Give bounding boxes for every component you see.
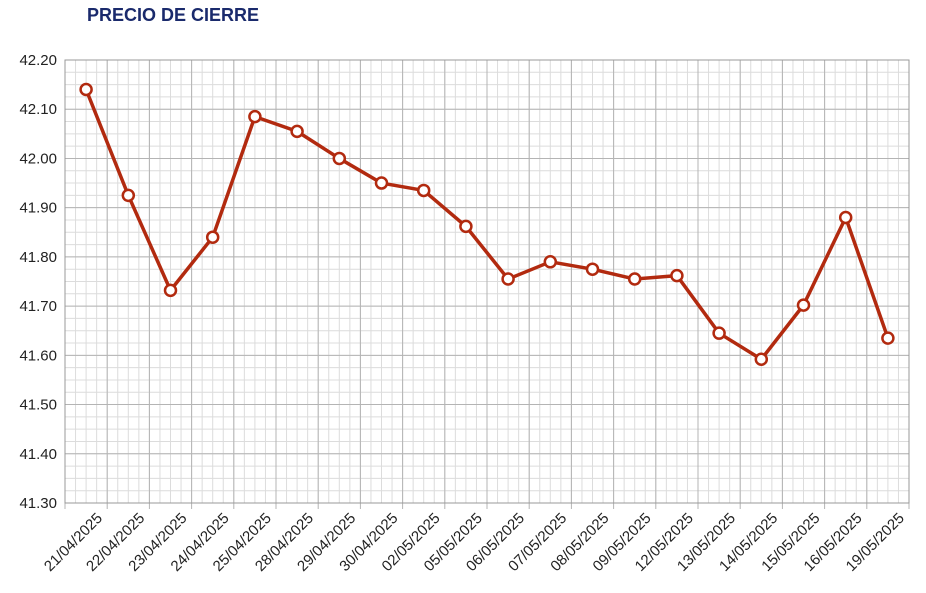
y-tick-label: 41.50 bbox=[19, 397, 57, 414]
data-point bbox=[205, 230, 220, 244]
y-tick-label: 42.20 bbox=[19, 52, 57, 69]
data-point bbox=[79, 82, 93, 97]
data-point bbox=[585, 262, 600, 276]
data-point bbox=[459, 219, 473, 234]
y-tick-label: 41.60 bbox=[19, 347, 57, 364]
data-point bbox=[121, 188, 136, 203]
chart-title: PRECIO DE CIERRE bbox=[87, 5, 260, 25]
series-points bbox=[79, 82, 895, 367]
series-line bbox=[84, 88, 890, 362]
data-point bbox=[332, 151, 347, 166]
data-point bbox=[627, 272, 642, 286]
data-point bbox=[838, 210, 853, 225]
y-tick-label: 41.70 bbox=[19, 298, 57, 315]
data-point bbox=[796, 298, 811, 312]
y-tick-label: 41.40 bbox=[19, 446, 57, 463]
data-point bbox=[501, 272, 515, 286]
data-point bbox=[670, 268, 684, 283]
data-point bbox=[754, 352, 769, 367]
data-point bbox=[374, 176, 389, 190]
data-point bbox=[290, 124, 304, 139]
series-polyline bbox=[84, 88, 890, 362]
y-tick-label: 41.80 bbox=[19, 249, 57, 266]
data-point bbox=[543, 255, 558, 269]
y-axis-ticks: 41.30 41.40 41.50 41.60 41.70 41.80 41.90 42.00… bbox=[19, 52, 57, 512]
y-tick-label: 42.10 bbox=[19, 101, 57, 118]
x-axis-ticks: 21/04/202522/04/202523/04/202524/04/2025… bbox=[41, 510, 908, 575]
y-tick-label: 42.00 bbox=[19, 150, 57, 167]
data-point bbox=[248, 109, 262, 124]
data-point bbox=[881, 331, 895, 345]
data-point bbox=[416, 183, 431, 198]
y-tick-label: 41.90 bbox=[19, 200, 57, 217]
grid-lines bbox=[64, 59, 910, 509]
data-point bbox=[163, 283, 178, 298]
data-point bbox=[712, 326, 726, 340]
plot-border bbox=[64, 59, 910, 504]
y-tick-label: 41.30 bbox=[19, 495, 57, 512]
